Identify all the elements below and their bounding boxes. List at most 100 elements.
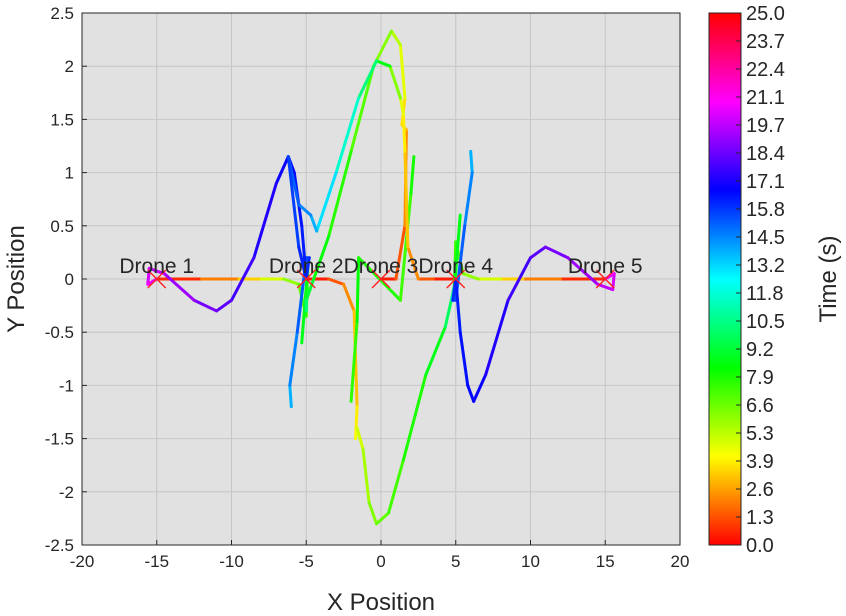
- colorbar-tick-label: 6.6: [746, 395, 774, 417]
- y-axis-label: Y Position: [3, 225, 30, 333]
- x-tick-label: -15: [144, 552, 169, 571]
- trace-segment: [386, 458, 405, 515]
- trace-segment: [596, 282, 615, 292]
- trace-segment: [367, 500, 379, 526]
- trace-segment: [469, 149, 474, 175]
- trace-segment: [252, 181, 278, 260]
- trace-segment: [288, 383, 293, 409]
- start-marker: [446, 269, 466, 289]
- trace-segment: [388, 64, 402, 100]
- x-tick-label: 20: [671, 552, 690, 571]
- trace-segment: [304, 277, 316, 302]
- trace-segment: [506, 256, 532, 302]
- drone-label: Drone 5: [568, 255, 643, 278]
- trace-segment: [297, 245, 308, 281]
- y-tick-label: 0.5: [50, 217, 74, 236]
- trace-segment: [357, 256, 402, 302]
- trace-segment: [389, 29, 402, 47]
- trace-segment: [403, 149, 410, 249]
- x-axis-label: X Position: [327, 589, 435, 616]
- colorbar-tick-label: 19.7: [746, 115, 785, 137]
- x-axis-ticks: -20 -15 -10 -5 0 5 10 15 20: [70, 540, 690, 571]
- trace-segment: [463, 171, 474, 228]
- colorbar-tick-label: 10.5: [746, 311, 785, 333]
- drone-label: Drone 2: [269, 255, 344, 278]
- trace-segment: [349, 64, 376, 153]
- colorbar-tick-label: 5.3: [746, 423, 774, 445]
- trace-segment: [297, 203, 313, 217]
- trace-segment: [452, 213, 462, 292]
- trace-segment: [355, 256, 361, 324]
- colorbar-tick-label: 18.4: [746, 143, 785, 165]
- trace-segment: [424, 325, 447, 377]
- trace-segment: [472, 373, 488, 403]
- y-tick-label: 1.5: [50, 110, 74, 129]
- colorbar-tick-label: 17.1: [746, 171, 785, 193]
- trace-segment: [401, 112, 407, 153]
- trace-segment: [286, 155, 301, 249]
- trace-segment: [349, 320, 359, 403]
- trace-segment: [566, 256, 600, 286]
- colorbar-tick-label: 7.9: [746, 367, 774, 389]
- colorbar-tick-label: 21.1: [746, 87, 785, 109]
- trace-segment: [357, 59, 379, 100]
- trace-segment: [466, 383, 476, 403]
- trace-segment: [398, 192, 413, 302]
- trace-segment: [282, 277, 301, 286]
- trace-segment: [458, 330, 470, 387]
- trace-segment: [361, 447, 371, 504]
- colorbar-tick-label: 1.3: [746, 507, 774, 529]
- y-axis-ticks: -2.5 -2 -1.5 -1 -0.5 0 0.5 1 1.5 2 2.5: [45, 4, 87, 555]
- trace-segment: [230, 256, 256, 302]
- trace-segment: [274, 155, 290, 185]
- y-tick-label: -2.5: [45, 536, 74, 555]
- trace-segment: [327, 277, 346, 286]
- x-tick-label: 0: [376, 552, 385, 571]
- trace-segment: [406, 245, 420, 281]
- trace-segment: [543, 245, 570, 260]
- start-marker: [296, 269, 316, 289]
- colorbar-tick-label: 2.6: [746, 479, 774, 501]
- trace-segment: [461, 272, 480, 281]
- x-tick-label: 5: [451, 552, 460, 571]
- drone-labels: Drone 1 Drone 2 Drone 3 Drone 4 Drone 5: [119, 255, 642, 278]
- y-tick-label: 2.5: [50, 4, 74, 23]
- y-tick-label: -0.5: [45, 323, 74, 342]
- drone-label: Drone 3: [344, 255, 419, 278]
- colorbar-label: Time (s): [815, 235, 842, 322]
- series-trace-5: [451, 149, 616, 403]
- colorbar-tick-label: 9.2: [746, 339, 774, 361]
- trace-segment: [443, 298, 453, 329]
- trace-segment: [409, 155, 416, 196]
- start-marker: [147, 269, 167, 289]
- colorbar-ticks: 25.0 23.7 22.4 21.1 19.7 18.4 17.1 15.8 14.5 13.2…: [736, 3, 785, 557]
- trace-segment: [327, 149, 353, 238]
- y-tick-label: -2: [59, 483, 74, 502]
- series-trace-3: [304, 29, 416, 403]
- trace-segment: [529, 245, 547, 260]
- trace-segment: [312, 234, 331, 281]
- x-tick-label: -10: [219, 552, 244, 571]
- colorbar-tick-label: 0.0: [746, 535, 774, 557]
- colorbar-tick-label: 22.4: [746, 59, 785, 81]
- x-tick-label: 10: [521, 552, 540, 571]
- colorbar-tick-label: 15.8: [746, 199, 785, 221]
- colorbar-tick-label: 3.9: [746, 451, 774, 473]
- colorbar-tick-label: 11.8: [746, 283, 783, 305]
- trace-segment: [375, 511, 390, 526]
- colorbar-tick-label: 25.0: [746, 3, 785, 25]
- trace-segment: [342, 282, 356, 313]
- x-tick-label: 15: [596, 552, 615, 571]
- colorbar-tick-label: 23.7: [746, 31, 785, 53]
- trace-segment: [401, 373, 428, 462]
- trace-segment: [398, 43, 407, 100]
- y-tick-label: 2: [65, 57, 74, 76]
- y-tick-label: 1: [65, 164, 74, 183]
- start-marker: [371, 269, 391, 289]
- trace-segment: [215, 298, 233, 313]
- trace-segment: [394, 224, 407, 281]
- colorbar-tick-label: 13.2: [746, 255, 785, 277]
- trace-segment: [288, 330, 299, 387]
- trajectory-traces: [146, 29, 616, 526]
